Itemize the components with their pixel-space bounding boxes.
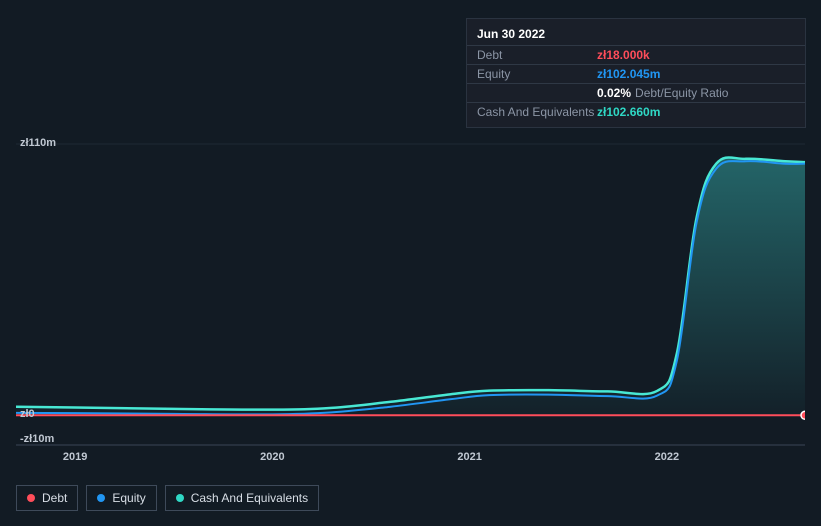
x-axis-label: 2021 [457, 451, 481, 463]
tooltip-row: Debtzł18.000k [467, 45, 805, 64]
legend-dot-icon [27, 494, 35, 502]
tooltip-rows: Debtzł18.000kEquityzł102.045m0.02%Debt/E… [467, 45, 805, 121]
y-axis-label: zł110m [20, 137, 56, 149]
chart-legend: Debt Equity Cash And Equivalents [16, 485, 319, 511]
chart-tooltip: Jun 30 2022 Debtzł18.000kEquityzł102.045… [466, 18, 806, 128]
legend-item-debt[interactable]: Debt [16, 485, 78, 511]
tooltip-row-value: zł102.660m [597, 105, 660, 119]
tooltip-row-extra: Debt/Equity Ratio [635, 86, 728, 100]
x-axis-label: 2022 [655, 451, 679, 463]
tooltip-row-value: zł18.000k [597, 48, 650, 62]
balance-chart [16, 124, 805, 450]
tooltip-row-label: Cash And Equivalents [477, 105, 597, 119]
tooltip-date: Jun 30 2022 [467, 25, 805, 45]
legend-item-label: Cash And Equivalents [191, 491, 308, 505]
legend-dot-icon [97, 494, 105, 502]
tooltip-row-label: Debt [477, 48, 597, 62]
series-end-marker [801, 411, 805, 419]
tooltip-row: 0.02% Debt/Equity Ratio [467, 83, 805, 102]
tooltip-row-label [477, 86, 597, 100]
legend-item-label: Equity [112, 491, 145, 505]
x-axis-label: 2020 [260, 451, 284, 463]
x-axis-label: 2019 [63, 451, 87, 463]
tooltip-row-value: zł102.045m [597, 67, 660, 81]
tooltip-row-label: Equity [477, 67, 597, 81]
legend-item-equity[interactable]: Equity [86, 485, 156, 511]
tooltip-row: Cash And Equivalentszł102.660m [467, 102, 805, 121]
legend-item-cash-and-equivalents[interactable]: Cash And Equivalents [165, 485, 319, 511]
tooltip-row-value: 0.02% [597, 86, 631, 100]
chart-svg [16, 124, 805, 450]
y-axis-label: -zł10m [20, 433, 54, 445]
legend-dot-icon [176, 494, 184, 502]
tooltip-row: Equityzł102.045m [467, 64, 805, 83]
legend-item-label: Debt [42, 491, 67, 505]
y-axis-label: zł0 [20, 408, 35, 420]
